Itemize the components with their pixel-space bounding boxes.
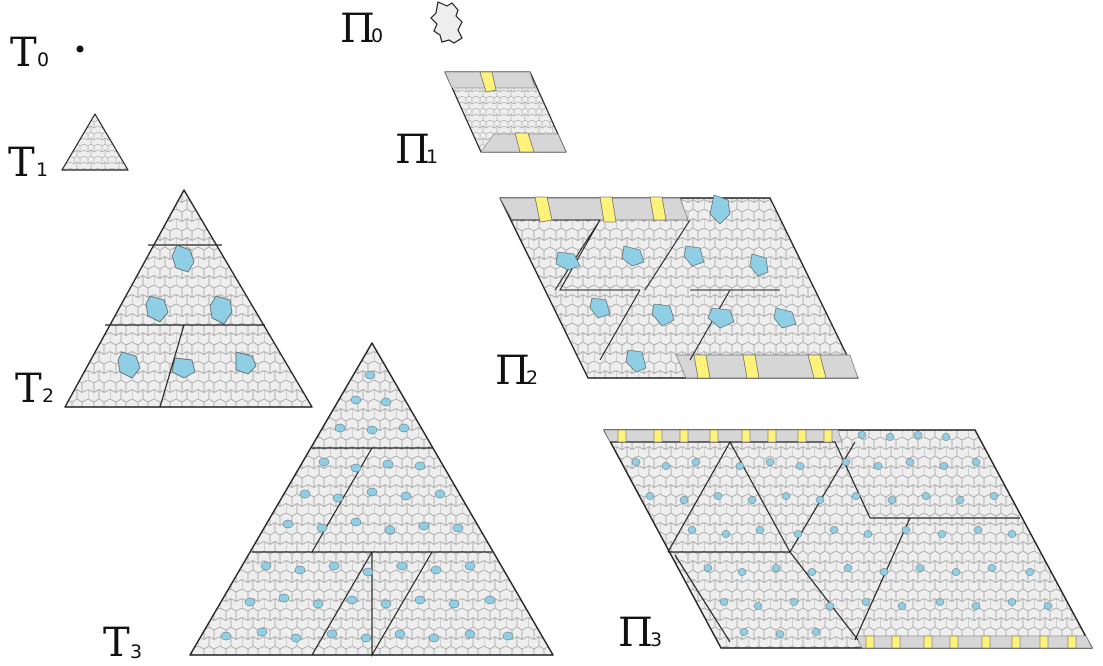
label-p1-sub: 1 bbox=[426, 146, 438, 168]
t1-triangle bbox=[61, 113, 129, 171]
label-t0-sub: 0 bbox=[37, 49, 49, 71]
pi3-parallelogram bbox=[603, 429, 1093, 649]
label-t2: T 2 bbox=[15, 366, 54, 412]
label-p2: Π 2 bbox=[495, 348, 538, 394]
pi3-yellow-tiles bbox=[617, 429, 1077, 649]
pi3-blue-tiles bbox=[631, 431, 1053, 638]
label-p1: Π 1 bbox=[395, 127, 438, 173]
label-t3-main: T bbox=[103, 620, 130, 666]
pi1-parallelogram bbox=[444, 71, 567, 153]
pi2-parallelogram bbox=[499, 194, 859, 379]
label-p0-sub: 0 bbox=[371, 25, 383, 47]
label-p1-main: Π bbox=[395, 127, 430, 173]
pi2-yellow-tiles bbox=[534, 196, 827, 379]
label-t3-sub: 3 bbox=[130, 641, 142, 663]
label-t1: T 1 bbox=[8, 140, 48, 186]
label-p3-main: Π bbox=[618, 610, 653, 656]
t2-blue-tiles bbox=[117, 244, 257, 379]
label-p2-main: Π bbox=[495, 348, 530, 394]
pi1-yellow-1 bbox=[479, 71, 497, 93]
label-p0-main: Π bbox=[340, 6, 375, 52]
label-p2-sub: 2 bbox=[526, 367, 538, 389]
t3-blue-tiles bbox=[220, 370, 514, 643]
label-t3: T 3 bbox=[103, 620, 142, 666]
t0-point bbox=[76, 45, 84, 53]
pi0-tile bbox=[430, 1, 463, 44]
label-t1-sub: 1 bbox=[36, 159, 48, 181]
label-t0: T 0 bbox=[10, 30, 49, 76]
pi2-blue-tiles bbox=[555, 194, 797, 373]
pi1-yellow-2 bbox=[514, 132, 535, 153]
label-p3: Π 3 bbox=[618, 610, 662, 656]
label-p0: Π 0 bbox=[340, 6, 383, 52]
label-p3-sub: 3 bbox=[650, 629, 662, 651]
label-t0-main: T bbox=[10, 30, 37, 76]
t3-triangle bbox=[189, 342, 554, 658]
label-t2-main: T bbox=[15, 366, 42, 412]
label-t2-sub: 2 bbox=[42, 385, 54, 407]
label-t1-main: T bbox=[8, 140, 35, 186]
t2-triangle bbox=[64, 189, 313, 408]
